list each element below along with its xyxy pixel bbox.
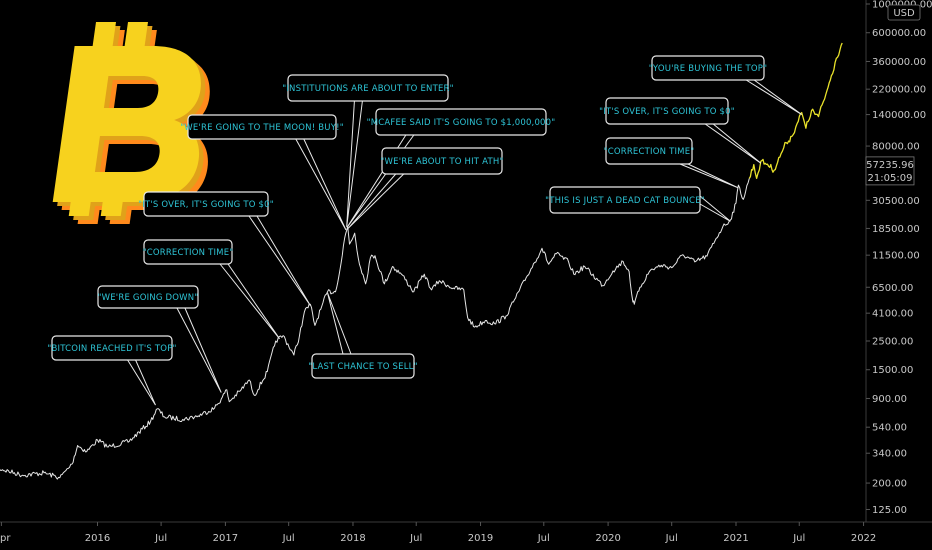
annotation-pointer <box>679 163 739 189</box>
x-tick-label: Jul <box>154 533 167 544</box>
annotation-text: "MCAFEE SAID IT'S GOING TO $1,000,000" <box>367 118 556 128</box>
annotation-box <box>311 353 415 379</box>
y-tick-label: 540.00 <box>872 423 907 434</box>
y-tick-label: 220000.00 <box>872 85 926 96</box>
annotation-text: "IT'S OVER, IT'S GOING TO $0" <box>599 107 735 117</box>
annotation-pointer <box>346 100 363 227</box>
x-tick-label: 2017 <box>213 533 238 544</box>
y-tick-label: 125.00 <box>872 505 907 516</box>
y-tick-label: 900.00 <box>872 394 907 405</box>
y-tick-label: 80000.00 <box>872 142 920 153</box>
x-tick-label: Jul <box>792 533 805 544</box>
x-tick-label: 2019 <box>468 533 493 544</box>
annotations: "BITCOIN REACHED IT'S TOP" "WE'RE GOING D… <box>47 55 802 406</box>
currency-label: USD <box>893 8 915 19</box>
annotation-text: "BITCOIN REACHED IT'S TOP" <box>47 344 176 354</box>
x-tick-label: 2022 <box>851 533 876 544</box>
annotation-pointer <box>704 123 762 164</box>
annotation-pointer <box>295 138 347 231</box>
y-tick-label: 11500.00 <box>872 251 920 262</box>
y-tick-label: 18500.00 <box>872 224 920 235</box>
y-tick-label: 1500.00 <box>872 365 913 376</box>
y-tick-label: 30500.00 <box>872 196 920 207</box>
annotation-box <box>605 97 729 125</box>
annotation-box <box>549 186 701 214</box>
annotation-pointer <box>745 79 802 116</box>
annotation-pointer <box>699 195 731 222</box>
annotation-box <box>651 55 765 81</box>
annotation-text: "YOU'RE BUYING THE TOP" <box>649 64 767 74</box>
annotation-box <box>287 74 449 102</box>
annotation-box <box>187 114 337 140</box>
annotation-text: "INSTITUTIONS ARE ABOUT TO ENTER" <box>282 84 454 94</box>
annotation-text: "WE'RE GOING TO THE MOON! BUY!" <box>180 123 344 133</box>
price-line-projection <box>748 42 843 180</box>
annotation-text: "LAST CHANCE TO SELL" <box>308 362 417 372</box>
annotation-pointer <box>176 307 222 393</box>
y-tick-label: 340.00 <box>872 449 907 460</box>
x-tick-label: 2020 <box>595 533 620 544</box>
y-tick-label: 2500.00 <box>872 337 913 348</box>
y-tick-label: 6500.00 <box>872 283 913 294</box>
x-tick-label: Jul <box>282 533 295 544</box>
annotation-box <box>605 137 693 165</box>
y-axis: 125.00 200.00 340.00 540.00 900.00 1500.00 250… <box>866 0 932 516</box>
annotation-text: "WE'RE GOING DOWN" <box>98 293 199 303</box>
x-tick-label: 2016 <box>85 533 110 544</box>
x-tick-label: 2021 <box>723 533 748 544</box>
x-tick-label: Jul <box>409 533 422 544</box>
annotation-box <box>97 285 199 309</box>
annotation-text: "CORRECTION TIME" <box>604 147 695 157</box>
y-tick-label: 600000.00 <box>872 28 926 39</box>
annotation-pointer <box>347 173 405 229</box>
bitcoin-logo <box>52 22 210 224</box>
annotation-box <box>375 108 547 136</box>
current-price-tag: 57235.96 21:05:09 <box>865 156 915 186</box>
currency-box[interactable]: USD <box>887 4 921 21</box>
y-tick-label: 200.00 <box>872 479 907 490</box>
annotation-pointer <box>219 263 280 340</box>
y-tick-label: 360000.00 <box>872 57 926 68</box>
annotation-text: "CORRECTION TIME" <box>143 248 234 258</box>
price-lines <box>0 42 843 480</box>
annotation-text: "THIS IS JUST A DEAD CAT BOUNCE" <box>545 196 705 206</box>
y-tick-label: 4100.00 <box>872 309 913 320</box>
annotation-text: "IT'S OVER, IT'S GOING TO $0" <box>138 200 274 210</box>
y-tick-label: 140000.00 <box>872 110 926 121</box>
x-axis: pr 2016 Jul 2017 Jul 2018 Jul 2019 Jul 2020 Jul 202… <box>0 522 876 544</box>
annotation-text: "WE'RE ABOUT TO HIT ATH" <box>380 157 503 167</box>
annotation-pointer <box>127 359 156 406</box>
x-tick-label: 2018 <box>340 533 365 544</box>
annotation-box <box>51 335 173 361</box>
annotation-pointer <box>248 215 311 306</box>
countdown-time: 21:05:09 <box>868 173 913 184</box>
x-tick-label: Jul <box>665 533 678 544</box>
x-tick-label: Jul <box>537 533 550 544</box>
price-line-historical <box>0 178 750 480</box>
annotation-box <box>143 239 233 265</box>
annotation-box <box>143 191 269 217</box>
current-price-value: 57235.96 <box>866 160 914 171</box>
x-tick-label: pr <box>0 533 11 544</box>
annotation-pointer <box>326 292 352 355</box>
annotation-box <box>381 147 503 175</box>
